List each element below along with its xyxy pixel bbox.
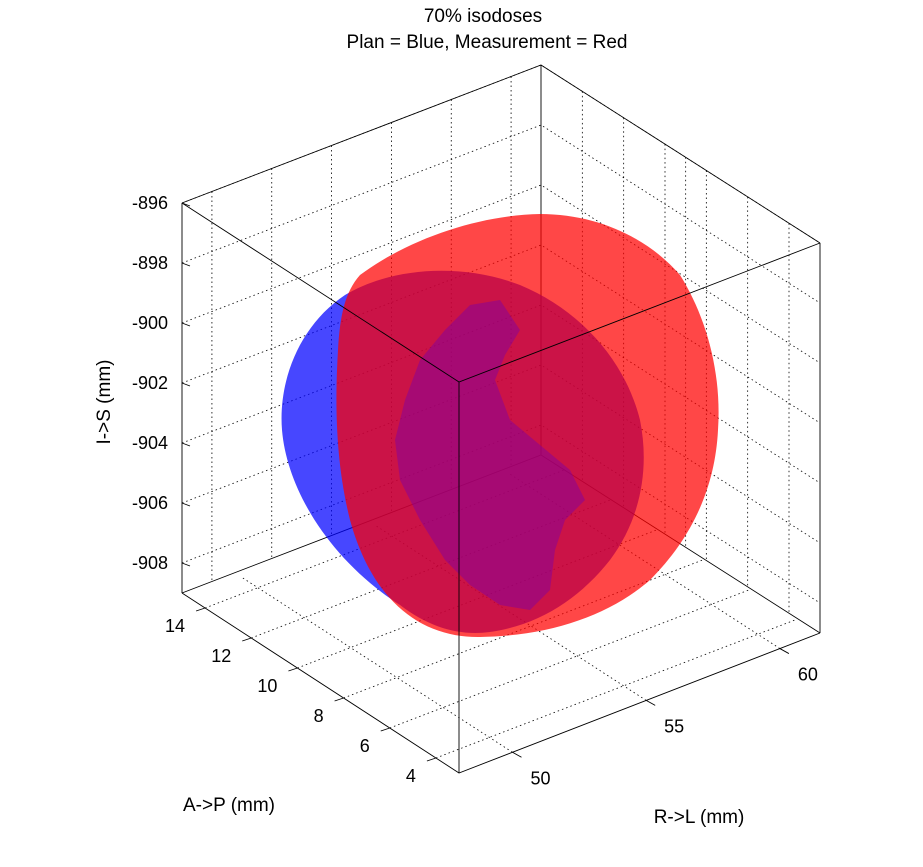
y-tick-label: 14 — [165, 616, 185, 636]
z-tick-mark — [181, 382, 191, 387]
x-tick-label: 55 — [664, 716, 684, 736]
y-tick-mark — [380, 727, 390, 732]
z-tick-label: -900 — [132, 313, 168, 333]
y-tick-mark — [426, 757, 437, 762]
z-tick-label: -908 — [132, 553, 168, 573]
x-tick-mark — [779, 648, 790, 654]
y-floor-grid-line — [435, 619, 796, 759]
chart-title: 70% isodoses — [424, 6, 542, 27]
y-tick-mark — [195, 607, 206, 612]
y-tick-label: 10 — [257, 676, 277, 696]
x-tick-label: 50 — [530, 768, 550, 788]
isodose-surfaces — [281, 214, 719, 638]
z-tick-mark — [181, 562, 191, 567]
z-tick-mark — [181, 502, 191, 507]
y-tick-label: 6 — [360, 736, 370, 756]
z-tick-label: -898 — [132, 253, 168, 273]
z-tick-label: -902 — [132, 373, 168, 393]
y-axis-tick-labels: 4 6 8 10 12 14 — [165, 616, 416, 786]
x-tick-mark — [645, 700, 656, 706]
z-tick-label: -904 — [132, 433, 168, 453]
z-tick-mark — [181, 202, 191, 207]
x-tick-label: 60 — [798, 665, 818, 685]
z-tick-label: -906 — [132, 493, 168, 513]
y-tick-mark — [242, 637, 252, 642]
z-tick-mark — [181, 442, 191, 447]
measurement-isodose-surface — [336, 214, 719, 638]
axes-box-front — [181, 202, 821, 774]
overlap-ragged-inner-edge — [395, 300, 585, 610]
x-tick-mark — [512, 751, 522, 758]
y-tick-label: 4 — [406, 766, 416, 786]
y-tick-label: 8 — [314, 706, 324, 726]
z-axis-label: I->S (mm) — [94, 360, 115, 445]
y-tick-mark — [334, 697, 344, 702]
axis-ticks — [181, 202, 790, 762]
chart-subtitle: Plan = Blue, Measurement = Red — [347, 32, 628, 53]
y-tick-label: 12 — [211, 646, 231, 666]
x-axis-label: R->L (mm) — [654, 807, 745, 828]
y-axis-label: A->P (mm) — [183, 795, 275, 816]
z-tick-mark — [181, 322, 191, 327]
z-axis-tick-labels: -908 -906 -904 -902 -900 -898 -896 — [132, 193, 168, 573]
y-tick-mark — [288, 667, 298, 672]
y-floor-grid-line — [389, 589, 749, 729]
z-grid-line — [181, 64, 821, 244]
x-axis-tick-labels: 50 55 60 — [530, 665, 817, 789]
z-tick-mark — [181, 262, 191, 267]
z-tick-label: -896 — [132, 193, 168, 213]
